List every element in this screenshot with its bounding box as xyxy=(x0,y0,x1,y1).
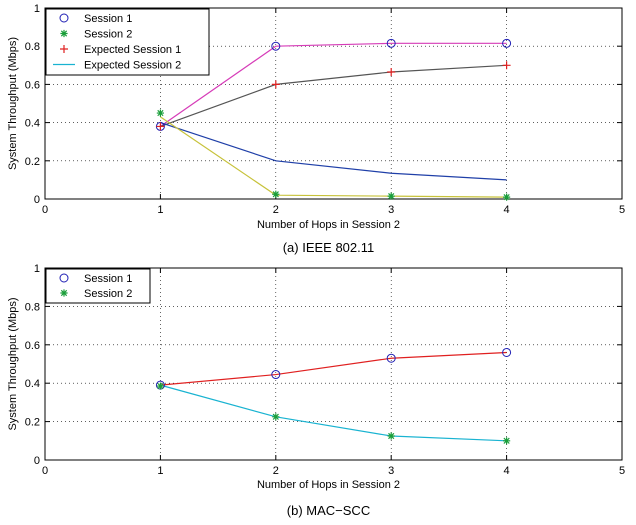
y-axis-label: System Throughput (Mbps) xyxy=(7,37,19,170)
legend-marker-circle xyxy=(59,13,69,23)
data-point-plus xyxy=(502,61,511,70)
x-tick-label: 3 xyxy=(388,465,394,477)
data-point-circle xyxy=(271,370,281,380)
x-tick-label: 5 xyxy=(619,204,625,216)
y-tick-label: 0.6 xyxy=(25,79,40,91)
data-point-asterisk xyxy=(387,192,395,200)
data-point-asterisk xyxy=(156,109,164,117)
figure-caption: (a) IEEE 802.11 xyxy=(283,240,375,255)
data-point-circle xyxy=(502,347,512,357)
legend-marker-circle xyxy=(59,273,69,283)
figure-caption: (b) MAC−SCC xyxy=(287,503,370,518)
legend-marker-asterisk xyxy=(60,29,68,38)
x-axis-label: Number of Hops in Session 2 xyxy=(257,479,400,491)
plot-frame xyxy=(44,7,623,200)
plot-frame xyxy=(44,267,623,461)
data-point-circle xyxy=(386,353,396,363)
x-tick-label: 4 xyxy=(504,465,510,477)
x-tick-label: 4 xyxy=(504,204,510,216)
legend-label: Session 2 xyxy=(84,29,132,41)
y-tick-label: 0 xyxy=(34,455,40,467)
series-line-4 xyxy=(160,116,507,198)
legend-box xyxy=(45,268,151,304)
data-point-asterisk xyxy=(272,190,280,198)
x-axis-label: Number of Hops in Session 2 xyxy=(257,219,400,231)
series-line-1 xyxy=(160,351,507,386)
y-tick-label: 1 xyxy=(34,263,40,275)
x-tick-label: 0 xyxy=(42,204,48,216)
y-tick-label: 0.4 xyxy=(25,378,40,390)
data-point-circle xyxy=(271,41,281,51)
legend: Session 1 Session 2 xyxy=(45,268,151,304)
grid xyxy=(45,268,622,460)
legend-marker-plus xyxy=(60,45,68,53)
x-tick-label: 2 xyxy=(273,465,279,477)
series-line-2 xyxy=(160,64,507,127)
x-tick-label: 0 xyxy=(42,465,48,477)
x-tick-label: 1 xyxy=(157,465,163,477)
chart-panel-2: 0 1 2 3 4 5 0 0.2 0.4 0.6 0.8 1 Number of Hops in Se… xyxy=(7,263,625,518)
y-tick-label: 0.2 xyxy=(25,156,40,168)
data-point-asterisk xyxy=(272,413,280,421)
legend: Session 1 Session 2 Expected Session 1 Expe… xyxy=(45,8,210,76)
chart-panel-1: 0 1 2 3 4 5 0 0.2 0.4 0.6 0.8 1 Number of Hops in Se… xyxy=(7,3,625,255)
data-point-plus xyxy=(387,67,396,76)
y-tick-label: 0 xyxy=(34,194,40,206)
legend-label: Session 1 xyxy=(84,13,132,25)
x-tick-label: 1 xyxy=(157,204,163,216)
data-point-circle xyxy=(502,38,512,48)
y-tick-label: 0.4 xyxy=(25,118,40,130)
legend-label: Expected Session 2 xyxy=(84,60,181,72)
series-line-1 xyxy=(160,42,507,127)
data-point-circle xyxy=(386,38,396,48)
legend-label: Session 1 xyxy=(84,273,132,285)
x-tick-label: 2 xyxy=(273,204,279,216)
y-tick-label: 0.6 xyxy=(25,340,40,352)
data-point-plus xyxy=(271,80,280,89)
y-tick-label: 1 xyxy=(34,3,40,15)
data-point-plus xyxy=(156,122,165,131)
x-tick-label: 5 xyxy=(619,465,625,477)
legend-label: Expected Session 1 xyxy=(84,44,181,56)
series-line-3 xyxy=(160,122,507,181)
data-point-asterisk xyxy=(503,437,511,445)
y-tick-label: 0.2 xyxy=(25,417,40,429)
data-point-asterisk xyxy=(503,193,511,201)
y-tick-label: 0.8 xyxy=(25,301,40,313)
y-tick-label: 0.8 xyxy=(25,41,40,53)
data-point-asterisk xyxy=(387,432,395,440)
legend-label: Session 2 xyxy=(84,288,132,300)
data-point-asterisk xyxy=(156,382,164,390)
series-line-2 xyxy=(160,384,507,442)
x-tick-label: 3 xyxy=(388,204,394,216)
legend-marker-asterisk xyxy=(60,289,68,297)
y-axis-label: System Throughput (Mbps) xyxy=(7,297,19,430)
